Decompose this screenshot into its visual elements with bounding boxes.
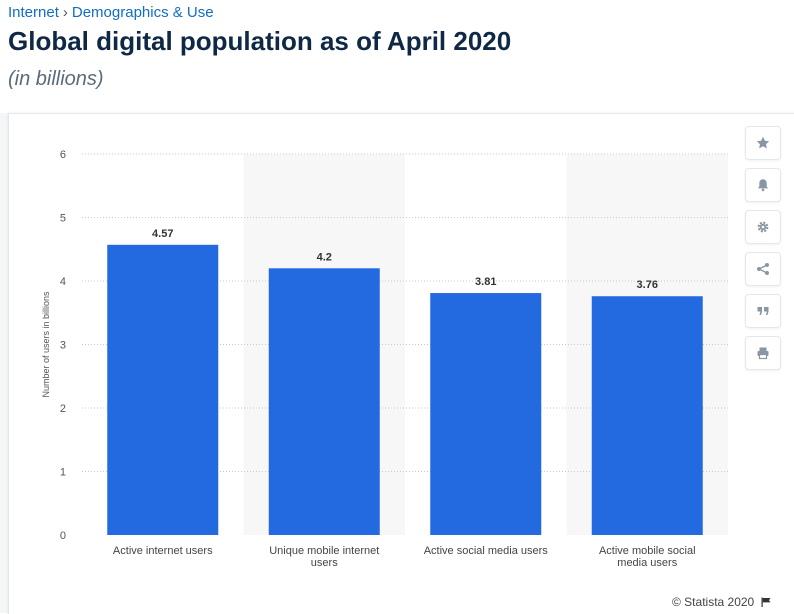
y-tick-label: 6 — [60, 149, 66, 161]
print-icon — [757, 347, 769, 360]
star-icon — [756, 136, 770, 149]
breadcrumb: Internet › Demographics & Use — [8, 4, 214, 21]
x-tick-label: Active social media users — [424, 545, 549, 557]
bar — [268, 268, 380, 535]
quote-icon — [757, 307, 769, 315]
y-tick-label: 3 — [60, 340, 66, 352]
gear-icon — [757, 221, 769, 233]
page-title: Global digital population as of April 20… — [8, 26, 512, 56]
flag-icon — [761, 597, 771, 607]
y-tick-label: 5 — [60, 213, 66, 225]
share-button[interactable] — [745, 252, 781, 286]
x-tick-label: Active mobile social media users — [599, 545, 696, 569]
y-tick-label: 4 — [60, 276, 66, 288]
x-tick-label: Unique mobile internet users — [269, 545, 379, 569]
source-credit[interactable]: © Statista 2020 — [672, 595, 771, 609]
credit-text: © Statista 2020 — [672, 595, 755, 609]
share-icon — [757, 263, 769, 275]
data-label: 4.2 — [317, 251, 332, 263]
x-tick-label: Active internet users — [113, 545, 213, 557]
data-label: 3.81 — [475, 276, 496, 288]
citation-button[interactable] — [745, 294, 781, 328]
settings-button[interactable] — [745, 210, 781, 244]
y-tick-label: 2 — [60, 403, 66, 415]
breadcrumb-link-demographics[interactable]: Demographics & Use — [71, 4, 214, 21]
notification-button[interactable] — [745, 168, 781, 202]
print-button[interactable] — [745, 336, 781, 370]
bar — [591, 296, 703, 535]
breadcrumb-separator: › — [62, 4, 68, 21]
bell-icon — [757, 179, 769, 192]
y-tick-label: 1 — [60, 467, 66, 479]
y-axis-title: Number of users in billions — [41, 291, 51, 398]
data-label: 3.76 — [637, 279, 658, 291]
bar — [430, 293, 542, 535]
favorite-button[interactable] — [745, 126, 781, 160]
breadcrumb-link-internet[interactable]: Internet — [8, 4, 59, 21]
page-subtitle: (in billions) — [8, 68, 104, 90]
chart-toolbar — [745, 126, 781, 378]
y-tick-label: 0 — [60, 530, 66, 542]
bar — [107, 244, 219, 535]
data-label: 4.57 — [152, 228, 173, 240]
